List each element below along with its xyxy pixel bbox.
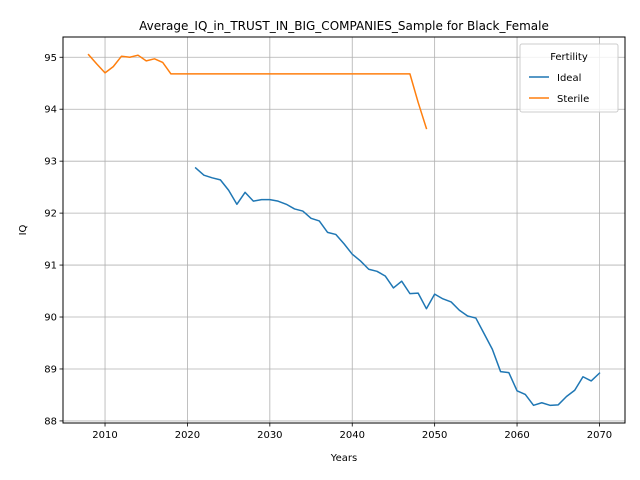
y-axis-label: IQ <box>18 224 29 235</box>
legend-title: Fertility <box>550 52 588 63</box>
x-tick-label: 2060 <box>504 430 529 441</box>
y-tick-label: 94 <box>44 105 57 116</box>
y-tick-label: 91 <box>44 261 57 272</box>
y-tick-label: 89 <box>44 364 57 375</box>
y-tick-label: 92 <box>44 209 57 220</box>
x-tick-label: 2030 <box>257 430 282 441</box>
x-tick-label: 2010 <box>92 430 117 441</box>
legend: Fertility Ideal Sterile <box>519 43 619 113</box>
y-tick-label: 88 <box>44 416 57 427</box>
gridlines <box>63 37 625 423</box>
legend-box <box>519 43 619 113</box>
y-tick-label: 90 <box>44 313 57 324</box>
series-line-sterile <box>87 53 428 130</box>
axis-ticks: 2010 2020 2030 2040 2050 2060 2070 88 89 90 91 92 93… <box>44 53 612 441</box>
legend-label-ideal: Ideal <box>557 73 581 84</box>
chart-title: Average_IQ_in_TRUST_IN_BIG_COMPANIES_Sam… <box>139 19 549 33</box>
x-tick-label: 2070 <box>587 430 612 441</box>
legend-label-sterile: Sterile <box>557 94 589 105</box>
series-line-ideal <box>194 166 601 407</box>
x-tick-label: 2040 <box>340 430 365 441</box>
x-tick-label: 2050 <box>422 430 447 441</box>
x-tick-label: 2020 <box>175 430 200 441</box>
y-tick-label: 93 <box>44 157 57 168</box>
series-layer <box>87 53 601 407</box>
x-axis-label: Years <box>330 453 357 464</box>
y-tick-label: 95 <box>44 53 57 64</box>
plot-frame <box>62 36 626 424</box>
